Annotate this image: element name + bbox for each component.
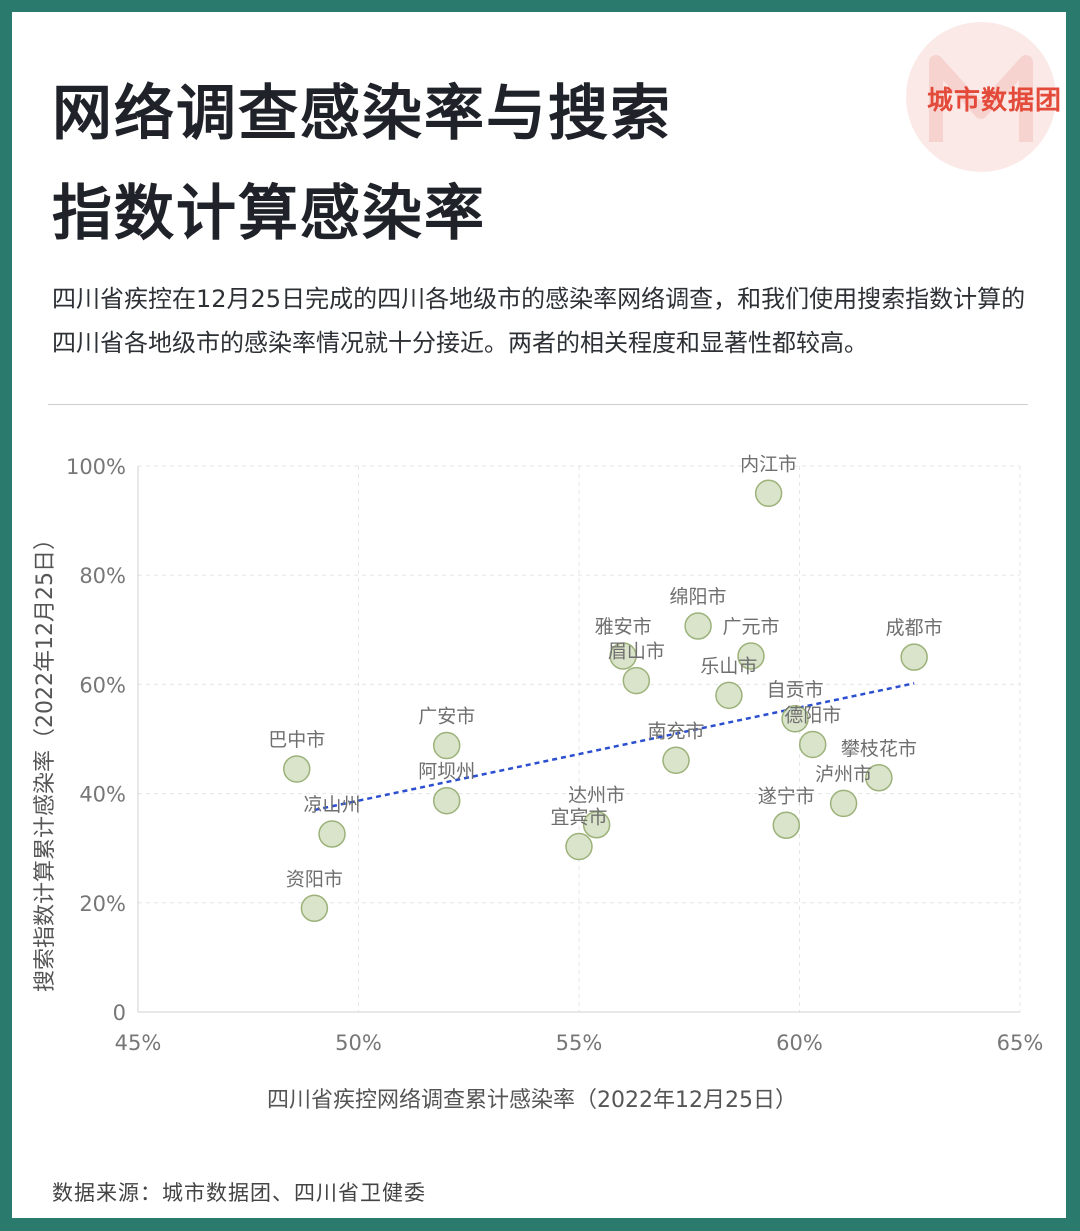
data-point — [432, 786, 461, 815]
y-tick-label: 0 — [113, 1001, 126, 1025]
data-points — [283, 479, 928, 923]
y-tick-label: 100% — [66, 455, 126, 479]
data-point — [283, 755, 311, 783]
divider — [48, 404, 1028, 405]
data-point — [798, 730, 827, 759]
brand-logo-icon — [906, 22, 1056, 172]
x-tick-label: 55% — [556, 1031, 603, 1055]
trend-line-group — [314, 682, 915, 812]
y-tick-label: 40% — [79, 783, 126, 807]
point-label: 自贡市 — [767, 679, 824, 701]
scatter-chart: 0 20% 40% 60% 80% 100% 45% 50% 55% 60% 65% 内江市绵阳市雅… — [33, 453, 1043, 1113]
data-point — [772, 811, 801, 840]
data-point — [865, 764, 893, 792]
x-tick-label: 45% — [115, 1031, 162, 1055]
point-label: 达州市 — [568, 785, 625, 807]
poster-card: 城市数据团 网络调查感染率与搜索 指数计算感染率 四川省疾控在12月25日完成的… — [12, 12, 1066, 1218]
data-point — [300, 894, 329, 923]
point-label: 巴中市 — [268, 729, 325, 751]
x-tick-label: 65% — [997, 1031, 1044, 1055]
point-label: 阿坝州 — [418, 761, 475, 783]
data-point — [754, 479, 783, 508]
page-subtitle: 四川省疾控在12月25日完成的四川各地级市的感染率网络调查，和我们使用搜索指数计… — [52, 285, 1026, 357]
point-label: 德阳市 — [784, 704, 841, 726]
data-point — [715, 681, 743, 710]
data-point — [900, 643, 928, 671]
y-tick-label: 80% — [79, 564, 126, 588]
point-label: 眉山市 — [608, 641, 665, 663]
point-label: 内江市 — [740, 453, 797, 475]
point-label: 成都市 — [886, 617, 943, 639]
x-tick-label: 50% — [335, 1031, 382, 1055]
data-point — [582, 810, 611, 839]
data-point — [781, 705, 809, 733]
data-point — [662, 746, 690, 775]
point-label: 资阳市 — [286, 868, 343, 890]
x-tick-label: 60% — [776, 1031, 823, 1055]
point-label: 宜宾市 — [550, 807, 607, 829]
data-point — [684, 612, 712, 640]
y-tick-label: 60% — [79, 673, 126, 697]
y-axis-label: 搜索指数计算累计感染率（2022年12月25日） — [33, 528, 58, 992]
x-axis-label: 四川省疾控网络调查累计感染率（2022年12月25日） — [267, 1088, 797, 1113]
page-title: 网络调查感染率与搜索 指数计算感染率 — [52, 64, 832, 264]
trend-line — [314, 682, 915, 812]
point-label: 绵阳市 — [670, 586, 727, 608]
point-label: 雅安市 — [595, 616, 652, 638]
data-point — [609, 642, 637, 670]
point-label: 凉山州 — [304, 794, 361, 816]
data-point — [622, 666, 651, 695]
point-label: 遂宁市 — [758, 785, 815, 807]
data-point — [829, 789, 858, 818]
data-point — [565, 832, 593, 861]
grid-lines — [138, 465, 1021, 1012]
brand-name: 城市数据团 — [926, 86, 1062, 116]
point-label: 南充市 — [648, 720, 705, 742]
point-label: 乐山市 — [700, 655, 757, 677]
data-point — [318, 820, 346, 848]
point-label: 攀枝花市 — [841, 738, 917, 760]
title-line-2: 指数计算感染率 — [52, 179, 486, 249]
point-label: 广元市 — [722, 616, 779, 638]
point-label: 广安市 — [418, 706, 475, 728]
point-label: 泸州市 — [815, 763, 872, 785]
data-source: 数据来源：城市数据团、四川省卫健委 — [52, 1181, 426, 1205]
data-point — [737, 642, 765, 670]
axes: 0 20% 40% 60% 80% 100% 45% 50% 55% 60% 65% — [66, 455, 1043, 1055]
y-tick-label: 20% — [79, 892, 126, 916]
data-point — [432, 731, 461, 760]
title-line-1: 网络调查感染率与搜索 — [52, 79, 672, 149]
